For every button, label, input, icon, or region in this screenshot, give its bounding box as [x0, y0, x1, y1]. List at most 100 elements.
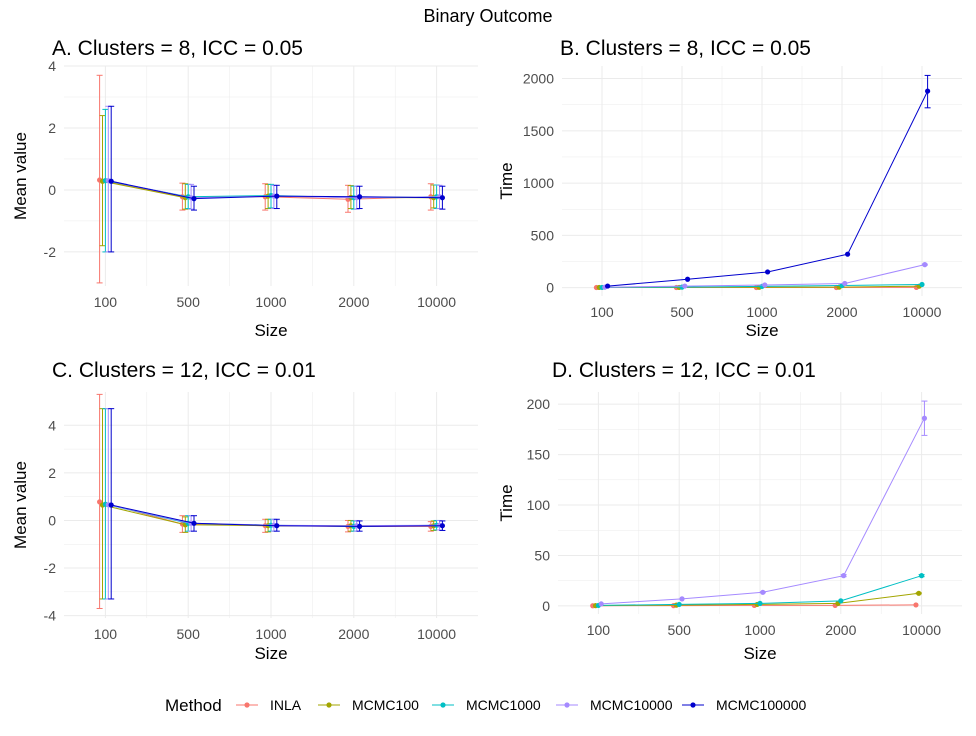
legend-key-point	[690, 702, 696, 708]
legend-key-point	[440, 702, 446, 708]
panel-C: -4 -2 0 2 4 100 500 1000 2000 10000 C. Clusters = …	[11, 359, 478, 663]
y-tick-label: 50	[534, 547, 550, 563]
y-tick-label: 100	[527, 497, 551, 513]
y-axis-title: Time	[497, 162, 516, 199]
x-tick-label: 100	[94, 626, 118, 642]
panel-D: 0 50 100 150 200 100 500 1000 2000 10000 D. Cluste…	[497, 359, 962, 663]
data-point	[685, 276, 691, 282]
legend-label: MCMC1000	[466, 697, 541, 713]
data-point	[760, 589, 766, 595]
data-point	[757, 600, 763, 607]
x-tick-label: 2000	[825, 622, 856, 638]
x-tick-label: 100	[94, 294, 118, 310]
legend-key-point	[244, 702, 250, 708]
x-tick-label: 1000	[255, 626, 286, 642]
data-point	[439, 195, 445, 201]
legend-title: Method	[165, 696, 222, 715]
x-tick-label: 10000	[902, 622, 941, 638]
x-tick-label: 500	[177, 294, 201, 310]
data-point	[108, 502, 114, 508]
y-tick-label: 0	[48, 512, 56, 528]
panel-title: C. Clusters = 12, ICC = 0.01	[52, 359, 316, 382]
y-tick-label: 4	[48, 417, 56, 433]
data-point	[845, 251, 851, 257]
panel-title: D. Clusters = 12, ICC = 0.01	[552, 359, 816, 382]
x-tick-label: 10000	[903, 304, 942, 320]
legend-item: MCMC1000	[432, 697, 541, 713]
x-axis-title: Size	[254, 644, 287, 663]
series-MCMC100000	[108, 408, 446, 600]
legend-item: MCMC100	[318, 697, 419, 713]
x-tick-label: 10000	[417, 626, 456, 642]
y-tick-label: -2	[44, 244, 57, 260]
data-point	[679, 596, 685, 602]
series-MCMC10000	[598, 400, 928, 607]
panel-title: B. Clusters = 8, ICC = 0.05	[560, 37, 811, 60]
data-point	[108, 178, 114, 184]
panel-A: -2 0 2 4 100 500 1000 2000 10000 A. Clusters = 8,…	[11, 37, 478, 340]
data-point	[921, 415, 928, 421]
x-tick-label: 500	[177, 626, 201, 642]
x-tick-label: 1000	[255, 294, 286, 310]
y-tick-label: 2000	[523, 71, 554, 87]
x-tick-label: 100	[587, 622, 611, 638]
figure-title: Binary Outcome	[423, 6, 552, 26]
y-tick-label: 1000	[523, 175, 554, 191]
legend-key-point	[564, 702, 570, 708]
y-tick-label: 500	[531, 227, 555, 243]
x-tick-label: 1000	[744, 622, 775, 638]
data-point	[598, 601, 604, 607]
y-tick-label: 0	[542, 598, 550, 614]
x-tick-label: 500	[670, 304, 694, 320]
panel-B: 0 500 1000 1500 2000 100 500 1000 2000 10000 B. Cl…	[497, 37, 962, 340]
y-tick-label: 1500	[523, 123, 554, 139]
legend-label: MCMC100000	[716, 697, 806, 713]
x-tick-label: 1000	[746, 304, 777, 320]
series-MCMC1000	[595, 573, 925, 609]
data-point	[356, 523, 363, 530]
legend-label: INLA	[270, 697, 302, 713]
data-point	[762, 282, 768, 288]
data-point	[682, 283, 688, 289]
x-axis-title: Size	[254, 321, 287, 340]
data-point	[356, 194, 363, 200]
x-axis-title: Size	[745, 321, 778, 340]
y-tick-label: 150	[527, 447, 551, 463]
x-tick-label: 100	[590, 304, 614, 320]
legend-label: MCMC10000	[590, 697, 673, 713]
series-MCMC100000	[605, 74, 931, 289]
series-MCMC10000	[602, 262, 928, 290]
legend: Method INLA MCMC100 MCMC1000 MCMC10000 MCMC10…	[165, 696, 806, 715]
legend-item: MCMC10000	[556, 697, 673, 713]
y-tick-label: 4	[48, 58, 56, 74]
data-point	[274, 523, 280, 529]
data-point	[841, 573, 847, 579]
series-MCMC100000	[108, 105, 446, 253]
x-tick-label: 10000	[417, 294, 456, 310]
y-axis-title: Mean value	[11, 132, 30, 220]
data-point	[913, 602, 919, 608]
data-point	[765, 269, 771, 275]
data-point	[439, 523, 445, 529]
y-tick-label: 200	[527, 396, 551, 412]
data-point	[919, 281, 925, 288]
y-tick-label: 2	[48, 465, 56, 481]
y-tick-label: 0	[546, 280, 554, 296]
panel-title: A. Clusters = 8, ICC = 0.05	[52, 37, 303, 60]
x-tick-label: 500	[668, 622, 692, 638]
data-point	[922, 262, 928, 268]
y-axis-title: Time	[497, 484, 516, 521]
legend-key-point	[326, 702, 332, 708]
legend-item: MCMC100000	[682, 697, 806, 713]
data-point	[838, 598, 844, 604]
data-point	[191, 520, 197, 526]
data-point	[676, 601, 682, 608]
x-tick-label: 2000	[338, 626, 369, 642]
data-point	[605, 283, 611, 289]
data-point	[925, 88, 931, 94]
data-point	[916, 590, 922, 596]
y-tick-label: -2	[44, 560, 57, 576]
